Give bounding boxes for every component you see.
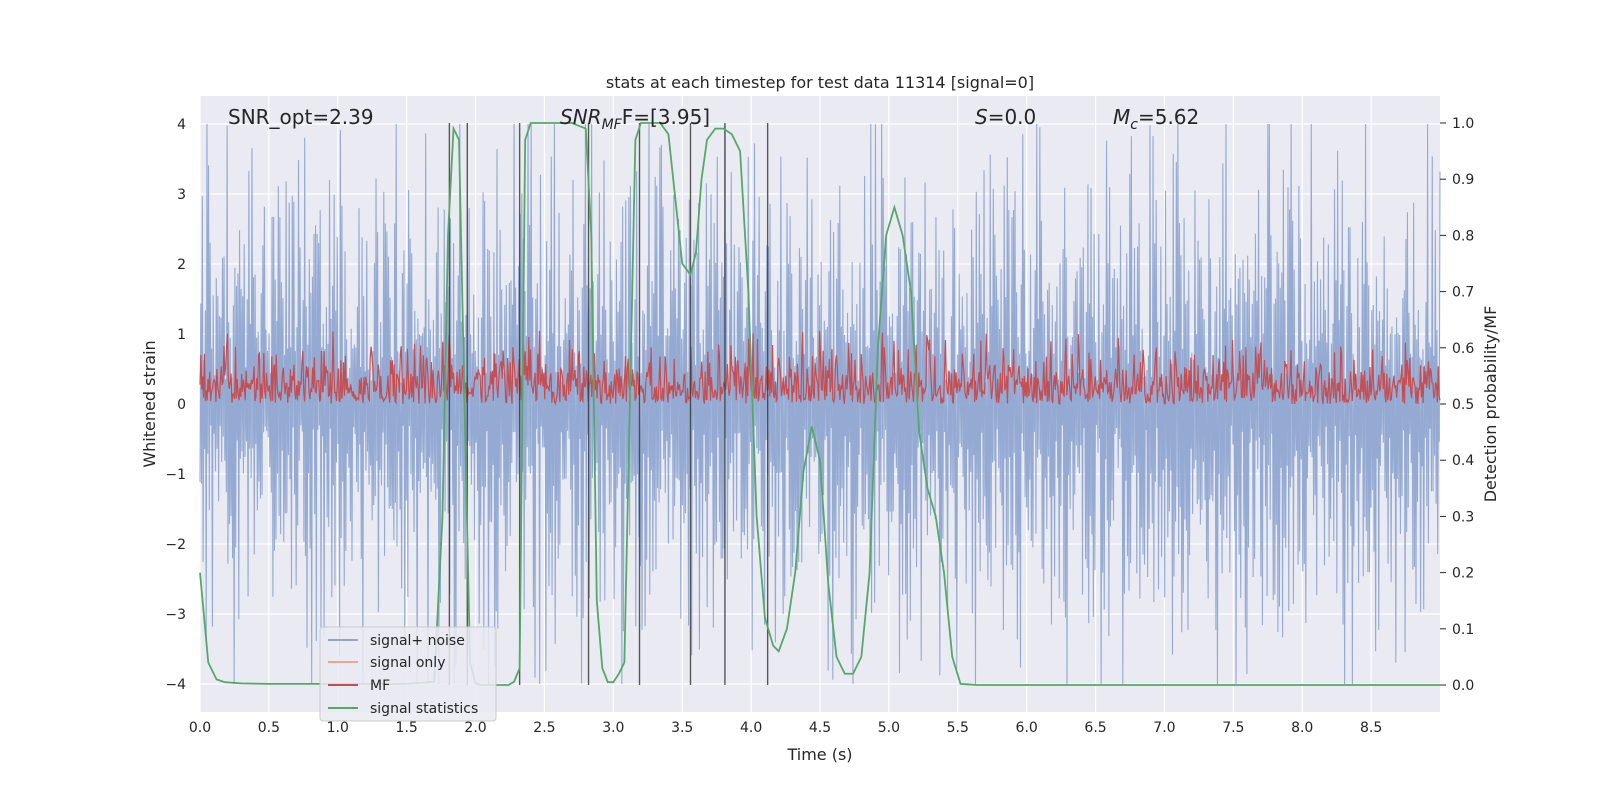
- y2-axis-label: Detection probability/MF: [1481, 306, 1500, 503]
- x-tick-label: 8.0: [1291, 720, 1313, 736]
- y-tick-labels: 4 3 2 1 0 −1 −2 −3 −4: [165, 117, 186, 693]
- x-tick-label: 7.5: [1222, 720, 1244, 736]
- x-axis-label: Time (s): [786, 745, 852, 764]
- x-tick-label: 6.5: [1084, 720, 1106, 736]
- y-tick-label: −4: [165, 677, 186, 693]
- x-tick-label: 8.5: [1360, 720, 1382, 736]
- y2-tick-label: 0.6: [1452, 341, 1474, 357]
- x-tick-label: 2.5: [533, 720, 555, 736]
- y2-tick-label: 0.0: [1452, 678, 1474, 694]
- x-tick-label: 0.5: [258, 720, 280, 736]
- legend-box: [319, 626, 497, 722]
- y2-tick-label: 0.3: [1452, 509, 1474, 525]
- y2-tick-label: 1.0: [1452, 116, 1474, 132]
- annotation-snr-mf: SNRMFF=[3.95]: [560, 105, 710, 133]
- y2-tick-label: 0.4: [1452, 453, 1474, 469]
- chart-title: stats at each timestep for test data 113…: [606, 73, 1034, 92]
- y2-tick-label: 0.1: [1452, 622, 1474, 638]
- y-tick-label: 1: [177, 327, 186, 343]
- annotation-s: S=0.0: [975, 105, 1036, 129]
- y-tick-label: 3: [177, 187, 186, 203]
- annotation-snr-opt: SNR_opt=2.39: [228, 105, 374, 129]
- x-tick-label: 3.5: [671, 720, 693, 736]
- y-tick-label: 4: [177, 117, 186, 133]
- x-tick-label: 3.0: [602, 720, 624, 736]
- y-tick-label: 0: [177, 397, 186, 413]
- mf-line: [199, 330, 1441, 406]
- x-tick-label: 1.5: [396, 720, 418, 736]
- y2-tick-label: 0.5: [1452, 397, 1474, 413]
- x-tick-label: 4.0: [740, 720, 762, 736]
- x-tick-label: 5.5: [947, 720, 969, 736]
- legend: signal+ noise signal only MF signal stat…: [319, 626, 497, 722]
- mf-series: [199, 330, 1441, 406]
- x-tick-label: 4.5: [809, 720, 831, 736]
- y-axis-label: Whitened strain: [140, 340, 159, 467]
- x-tick-label: 5.0: [878, 720, 900, 736]
- y-tick-label: −2: [165, 537, 186, 553]
- legend-label-signal-only: signal only: [370, 655, 445, 671]
- x-tick-label: 2.0: [464, 720, 486, 736]
- y-tick-label: 2: [177, 257, 186, 273]
- legend-label-signal-noise: signal+ noise: [370, 633, 465, 649]
- y2-tick-label: 0.7: [1452, 285, 1474, 301]
- x-tick-label: 7.0: [1153, 720, 1175, 736]
- annotation-mc: Mc=5.62: [1113, 105, 1199, 133]
- y-tick-label: −1: [165, 467, 186, 483]
- legend-label-signal-statistics: signal statistics: [370, 701, 478, 717]
- legend-label-mf: MF: [370, 678, 390, 694]
- y2-tick-label: 0.2: [1452, 566, 1474, 582]
- y2-tick-labels: 1.0 0.9 0.8 0.7 0.6 0.5 0.4 0.3 0.2 0.1 0.0: [1440, 116, 1474, 694]
- x-tick-label: 0.0: [189, 720, 211, 736]
- x-tick-label: 1.0: [327, 720, 349, 736]
- y-tick-label: −3: [165, 607, 186, 623]
- y2-tick-label: 0.8: [1452, 228, 1474, 244]
- x-tick-label: 6.0: [1016, 720, 1038, 736]
- y2-tick-label: 0.9: [1452, 172, 1474, 188]
- x-tick-labels: 0.0 0.5 1.0 1.5 2.0 2.5 3.0 3.5 4.0 4.5 5.0 5.5 6.0 6…: [189, 720, 1382, 736]
